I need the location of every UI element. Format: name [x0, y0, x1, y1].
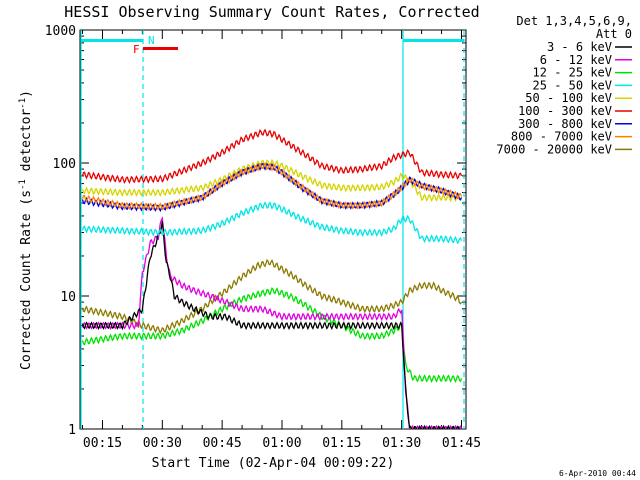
flare-flag-bar	[143, 47, 178, 50]
legend-item-label: 3 - 6 keV	[547, 40, 612, 54]
plot-frame	[79, 29, 467, 430]
series-line-3	[81, 201, 463, 245]
legend-item-label: 300 - 800 keV	[518, 117, 612, 131]
x-tick-label: 00:15	[83, 436, 122, 451]
series-line-5	[81, 128, 463, 184]
x-tick-label: 01:15	[322, 436, 361, 451]
flag-label-n: N	[148, 34, 155, 47]
night-flag-bar	[403, 39, 464, 42]
y-axis-label: Corrected Count Rate (s-1 detector-1)	[18, 90, 34, 370]
night-flag-bar	[81, 39, 143, 42]
legend-header-1: Det 1,3,4,5,6,9,	[516, 14, 632, 28]
series-group	[81, 128, 463, 429]
y-tick-label: 100	[53, 157, 76, 172]
flag-bars: NF	[81, 34, 464, 56]
legend-item-label: 25 - 50 keV	[533, 78, 612, 92]
legend-item-label: 12 - 25 keV	[533, 66, 612, 80]
series-line-2	[81, 286, 463, 383]
legend-item-label: 6 - 12 keV	[540, 53, 612, 67]
x-tick-label: 01:00	[262, 436, 301, 451]
x-tick-label: 00:45	[203, 436, 242, 451]
flag-label-f: F	[133, 43, 140, 56]
legend-item-label: 100 - 300 keV	[518, 104, 612, 118]
series-line-8	[81, 258, 463, 335]
x-tick-label: 01:45	[442, 436, 481, 451]
x-tick-label: 00:30	[143, 436, 182, 451]
y-tick-label: 1	[68, 423, 76, 438]
series-line-6	[81, 162, 463, 213]
series-line-7	[81, 162, 463, 211]
timestamp: 6-Apr-2010 00:44	[559, 469, 636, 478]
series-line-4	[81, 158, 463, 203]
y-tick-label: 10	[60, 290, 76, 305]
legend-header-2: Att 0	[596, 27, 632, 41]
legend-item-label: 800 - 7000 keV	[511, 130, 612, 144]
series-line-1	[81, 216, 463, 429]
x-axis-label: Start Time (02-Apr-04 00:09:22)	[152, 456, 395, 471]
series-line-0	[81, 221, 462, 429]
y-tick-label: 1000	[45, 24, 76, 39]
attenuator-markers	[80, 30, 465, 429]
x-tick-label: 01:30	[382, 436, 421, 451]
legend-item-label: 7000 - 20000 keV	[496, 142, 612, 156]
x-axis: 00:15 00:30 00:45 01:00 01:15 01:30 01:45	[82, 30, 481, 451]
chart-title: HESSI Observing Summary Count Rates, Cor…	[64, 3, 479, 21]
legend-item-label: 50 - 100 keV	[525, 91, 612, 105]
